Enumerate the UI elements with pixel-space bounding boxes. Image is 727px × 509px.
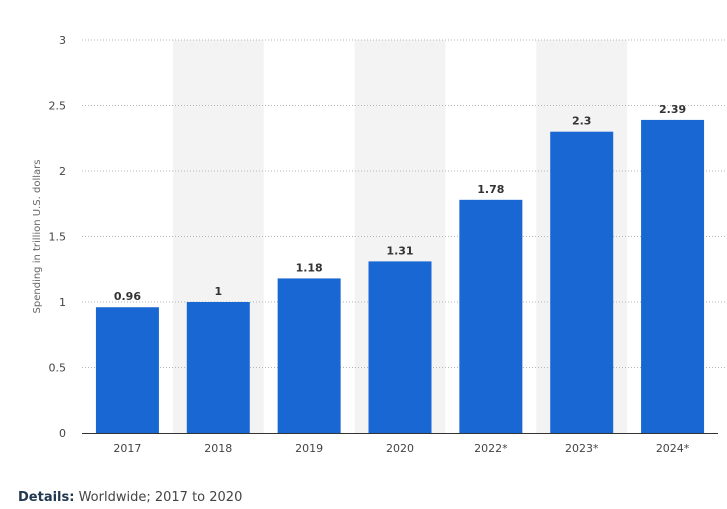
x-tick-label: 2019 xyxy=(295,442,323,455)
data-labels: 0.96 1 1.18 1.31 1.78 2.3 2.39 xyxy=(114,103,686,303)
bar-chart: 0 0.5 1 1.5 2 2.5 3 0.96 1 1.18 1.31 1.78 2.3 2.39 2… xyxy=(32,34,727,455)
data-label: 1.78 xyxy=(477,183,504,196)
x-tick-label: 2018 xyxy=(204,442,232,455)
bar-2022 xyxy=(459,199,523,433)
bar-2024 xyxy=(641,119,705,433)
y-tick-label: 0 xyxy=(59,427,66,440)
y-tick-label: 3 xyxy=(59,34,66,47)
data-label: 1.31 xyxy=(386,244,413,257)
bar-2020 xyxy=(368,261,432,433)
y-tick-label: 2 xyxy=(59,165,66,178)
data-label: 1 xyxy=(214,285,222,298)
x-tick-label: 2024* xyxy=(656,442,690,455)
x-tick-label: 2017 xyxy=(113,442,141,455)
bar-2019 xyxy=(277,278,341,433)
details-text: Worldwide; 2017 to 2020 xyxy=(78,490,243,505)
y-tick-label: 2.5 xyxy=(49,100,67,113)
details-note: Details: Worldwide; 2017 to 2020 xyxy=(18,490,242,505)
data-label: 2.3 xyxy=(572,115,592,128)
y-tick-label: 1 xyxy=(59,296,66,309)
y-axis-label: Spending in trillion U.S. dollars xyxy=(32,160,43,314)
x-tick-label: 2023* xyxy=(565,442,599,455)
bars xyxy=(95,119,705,433)
bar-2023 xyxy=(550,131,614,433)
bar-2017 xyxy=(95,307,159,433)
data-label: 0.96 xyxy=(114,290,141,303)
bar-2018 xyxy=(186,302,250,433)
x-tick-label: 2022* xyxy=(474,442,508,455)
x-axis-ticks: 2017 2018 2019 2020 2022* 2023* 2024* xyxy=(113,442,689,455)
y-tick-label: 1.5 xyxy=(49,231,67,244)
y-tick-label: 0.5 xyxy=(49,362,67,375)
details-label: Details: xyxy=(18,490,75,505)
x-tick-label: 2020 xyxy=(386,442,414,455)
gridlines xyxy=(82,39,727,368)
y-axis-ticks: 0 0.5 1 1.5 2 2.5 3 xyxy=(49,34,67,440)
data-label: 1.18 xyxy=(296,261,323,274)
data-label: 2.39 xyxy=(659,103,686,116)
